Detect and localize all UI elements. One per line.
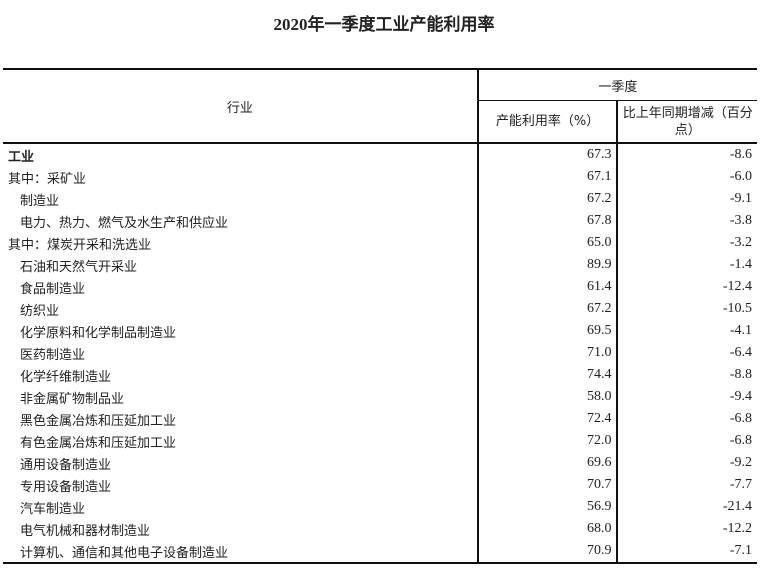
industry-cell: 医药制造业: [20, 347, 86, 363]
change-cell: -12.4: [616, 276, 757, 298]
rate-cell: 71.0: [476, 342, 618, 364]
rate-cell: 69.6: [476, 452, 618, 474]
rate-cell: 67.2: [476, 188, 618, 210]
table-row: 其中：煤炭开采和洗选业 65.0 -3.2: [3, 232, 757, 254]
change-cell: -8.6: [616, 143, 757, 166]
change-cell: -6.8: [616, 408, 757, 430]
table-row: 专用设备制造业 70.7 -7.7: [3, 474, 757, 496]
change-cell: -12.2: [616, 518, 757, 540]
table-row: 纺织业 67.2 -10.5: [3, 298, 757, 320]
table-row: 电气机械和器材制造业 68.0 -12.2: [3, 518, 757, 540]
table-row: 非金属矿物制品业 58.0 -9.4: [3, 386, 757, 408]
industry-cell: 通用设备制造业: [20, 457, 112, 473]
rate-cell: 70.9: [476, 540, 618, 564]
capacity-utilization-table: 行业 一季度 产能利用率（%） 比上年同期增减（百分点） 工业 67.3 -8.6 其…: [3, 68, 757, 564]
industry-cell: 其中：采矿业: [8, 171, 87, 187]
rate-cell: 68.0: [476, 518, 618, 540]
rate-cell: 72.4: [476, 408, 618, 430]
rate-cell: 67.2: [476, 298, 618, 320]
rate-cell: 61.4: [476, 276, 618, 298]
industry-cell: 有色金属冶炼和压延加工业: [20, 435, 177, 451]
change-cell: -8.8: [616, 364, 757, 386]
table-row: 其中：采矿业 67.1 -6.0: [3, 166, 757, 188]
industry-cell: 电气机械和器材制造业: [20, 523, 151, 539]
change-cell: -6.0: [616, 166, 757, 188]
header-row: 行业 一季度: [3, 69, 757, 144]
industry-cell: 制造业: [20, 193, 60, 209]
rate-cell: 67.3: [476, 143, 618, 166]
table-row: 电力、热力、燃气及水生产和供应业 67.8 -3.8: [3, 210, 757, 232]
rate-cell: 70.7: [476, 474, 618, 496]
header-industry: 行业: [3, 69, 478, 144]
rate-cell: 67.8: [476, 210, 618, 232]
change-cell: -6.8: [616, 430, 757, 452]
table-row: 汽车制造业 56.9 -21.4: [3, 496, 757, 518]
industry-cell: 纺织业: [20, 303, 60, 319]
table-row: 工业 67.3 -8.6: [3, 143, 757, 166]
rate-cell: 72.0: [476, 430, 618, 452]
rate-cell: 89.9: [476, 254, 618, 276]
rate-cell: 74.4: [476, 364, 618, 386]
table-row: 通用设备制造业 69.6 -9.2: [3, 452, 757, 474]
change-cell: -3.8: [616, 210, 757, 232]
change-cell: -7.1: [616, 540, 757, 564]
change-cell: -6.4: [616, 342, 757, 364]
header-row: 产能利用率（%） 比上年同期增减（百分点）: [3, 100, 757, 144]
change-cell: -21.4: [616, 496, 757, 518]
rate-cell: 56.9: [476, 496, 618, 518]
industry-cell: 汽车制造业: [20, 501, 86, 517]
industry-cell: 化学原料和化学制品制造业: [20, 325, 177, 341]
table-row: 石油和天然气开采业 89.9 -1.4: [3, 254, 757, 276]
table-row: 化学纤维制造业 74.4 -8.8: [3, 364, 757, 386]
table-row: 有色金属冶炼和压延加工业 72.0 -6.8: [3, 430, 757, 452]
rate-cell: 67.1: [476, 166, 618, 188]
table-row: 食品制造业 61.4 -12.4: [3, 276, 757, 298]
industry-cell: 食品制造业: [20, 281, 86, 297]
industry-cell: 计算机、通信和其他电子设备制造业: [3, 540, 478, 564]
table-row: 制造业 67.2 -9.1: [3, 188, 757, 210]
industry-cell: 专用设备制造业: [20, 479, 112, 495]
table-row: 医药制造业 71.0 -6.4: [3, 342, 757, 364]
industry-cell: 石油和天然气开采业: [20, 259, 138, 275]
rate-cell: 69.5: [476, 320, 618, 342]
industry-cell: 工业: [8, 149, 35, 165]
change-cell: -4.1: [616, 320, 757, 342]
change-cell: -3.2: [616, 232, 757, 254]
change-cell: -7.7: [616, 474, 757, 496]
industry-cell: 化学纤维制造业: [20, 369, 112, 385]
table-row: 计算机、通信和其他电子设备制造业 70.9 -7.1: [3, 540, 757, 564]
change-cell: -9.1: [616, 188, 757, 210]
change-cell: -1.4: [616, 254, 757, 276]
industry-cell: 非金属矿物制品业: [20, 391, 125, 407]
header-change: 比上年同期增减（百分点）: [616, 100, 757, 144]
industry-cell: 黑色金属冶炼和压延加工业: [20, 413, 177, 429]
header-rate: 产能利用率（%）: [476, 100, 618, 144]
table-row: 化学原料和化学制品制造业 69.5 -4.1: [3, 320, 757, 342]
industry-cell: 电力、热力、燃气及水生产和供应业: [20, 215, 229, 231]
page-title: 2020年一季度工业产能利用率: [273, 15, 495, 34]
change-cell: -9.4: [616, 386, 757, 408]
change-cell: -9.2: [616, 452, 757, 474]
table-row: 黑色金属冶炼和压延加工业 72.4 -6.8: [3, 408, 757, 430]
change-cell: -10.5: [616, 298, 757, 320]
industry-cell: 其中：煤炭开采和洗选业: [8, 237, 152, 253]
rate-cell: 65.0: [476, 232, 618, 254]
rate-cell: 58.0: [476, 386, 618, 408]
header-period: 一季度: [476, 69, 757, 101]
